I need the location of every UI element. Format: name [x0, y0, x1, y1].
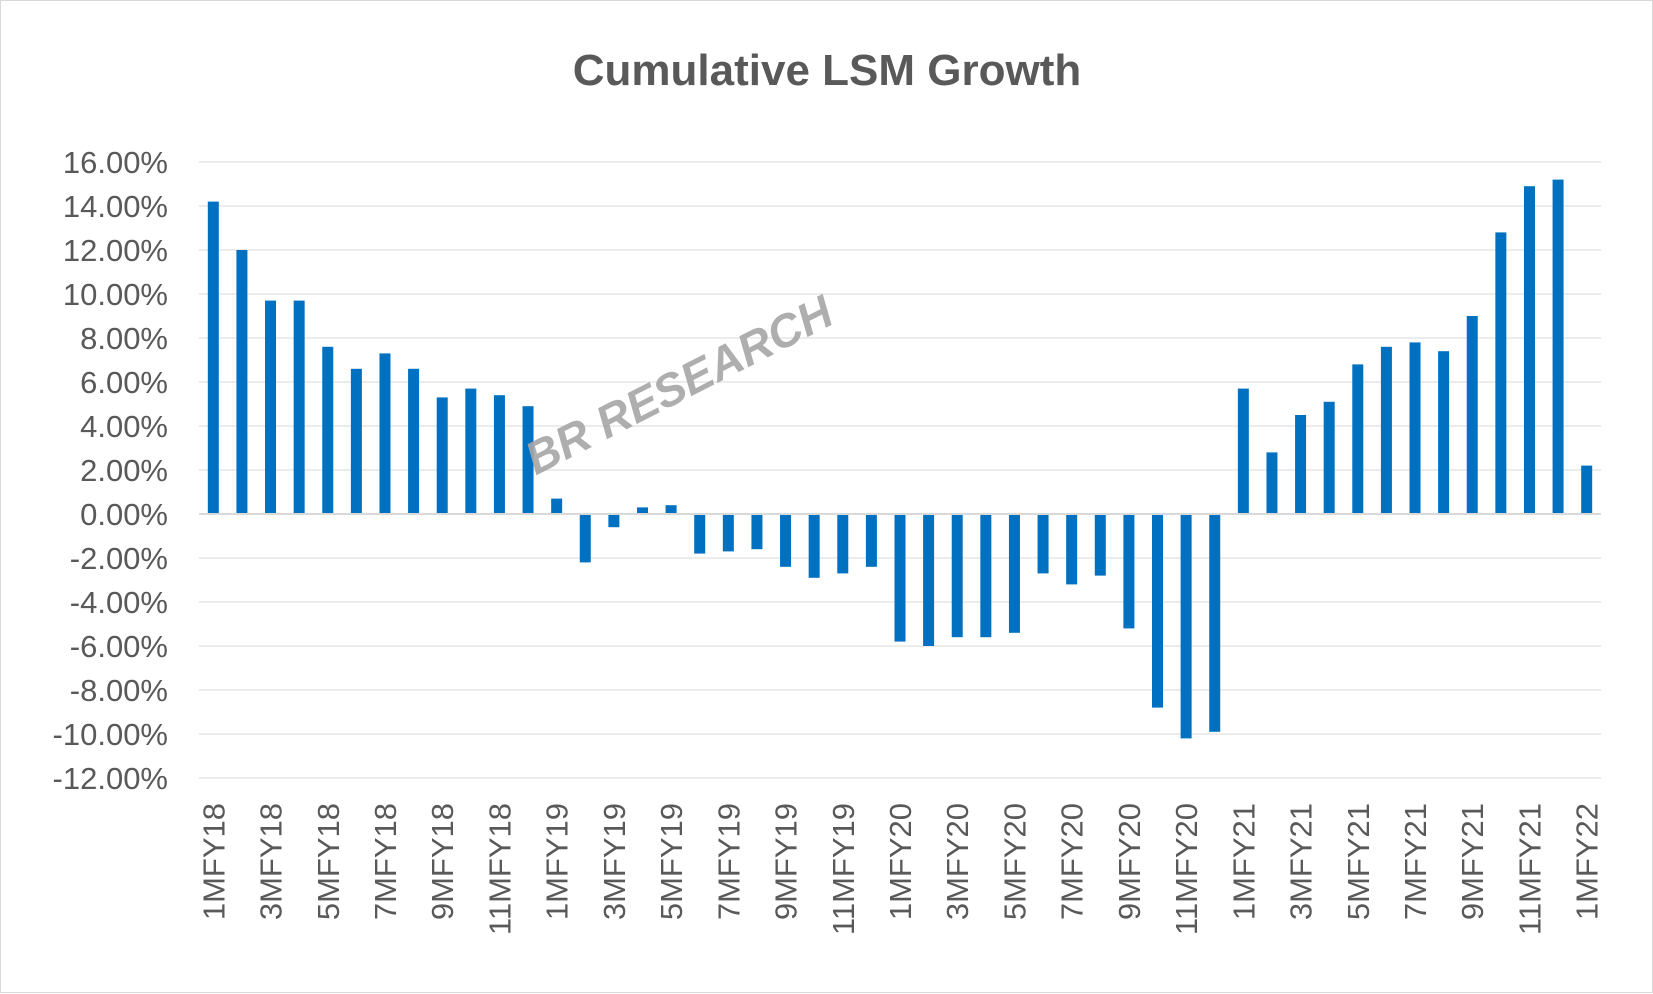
y-tick-label: 6.00%: [80, 365, 168, 400]
bar-11MFY21: [1523, 186, 1535, 514]
x-tick-label: 11MFY21: [1512, 803, 1547, 935]
bar-9MFY19: [780, 514, 792, 567]
y-tick-label: 8.00%: [80, 321, 168, 356]
bar-10MFY21: [1495, 232, 1507, 514]
bar-9MFY18: [436, 397, 448, 514]
chart-title: Cumulative LSM Growth: [573, 46, 1081, 95]
bar-4MFY20: [980, 514, 992, 638]
x-tick-label: 1MFY21: [1226, 803, 1261, 920]
y-tick-label: 0.00%: [80, 497, 168, 532]
x-tick-label: 1MFY18: [196, 803, 231, 920]
x-tick-label: 1MFY19: [540, 803, 575, 920]
bar-12MFY20: [1209, 514, 1221, 732]
y-tick-label: 10.00%: [63, 277, 168, 312]
x-tick-label: 5MFY19: [654, 803, 689, 920]
y-tick-label: -8.00%: [70, 673, 168, 708]
bar-2MFY19: [579, 514, 591, 563]
bar-6MFY18: [350, 368, 362, 514]
y-tick-label: 2.00%: [80, 453, 168, 488]
bar-3MFY20: [951, 514, 963, 638]
bar-5MFY18: [322, 346, 334, 514]
bar-1MFY21: [1237, 388, 1249, 514]
x-tick-label: 3MFY19: [597, 803, 632, 920]
bar-8MFY21: [1438, 351, 1450, 514]
x-tick-label: 5MFY20: [997, 803, 1032, 920]
x-tick-label: 7MFY18: [368, 803, 403, 920]
x-tick-label: 5MFY18: [311, 803, 346, 920]
y-axis-tick-labels: 16.00% 14.00% 12.00% 10.00% 8.00% 6.00% 4.00% 2…: [53, 145, 168, 796]
bar-3MFY19: [608, 514, 620, 528]
watermark-text: BR RESEARCH: [517, 285, 842, 485]
x-tick-label: 9MFY18: [425, 803, 460, 920]
bar-7MFY20: [1066, 514, 1078, 585]
bar-11MFY19: [837, 514, 849, 574]
y-tick-label: 12.00%: [63, 233, 168, 268]
bar-6MFY19: [694, 514, 706, 554]
bar-10MFY18: [465, 388, 477, 514]
bar-3MFY18: [265, 300, 277, 514]
bar-7MFY18: [379, 353, 391, 514]
bar-7MFY19: [722, 514, 734, 552]
x-tick-label: 7MFY21: [1398, 803, 1433, 920]
x-tick-label: 9MFY20: [1112, 803, 1147, 920]
bar-1MFY18: [207, 201, 219, 514]
y-tick-label: -12.00%: [53, 761, 168, 796]
x-tick-label: 3MFY21: [1284, 803, 1319, 920]
bar-10MFY19: [808, 514, 820, 578]
bar-7MFY21: [1409, 342, 1421, 514]
y-tick-label: -4.00%: [70, 585, 168, 620]
x-tick-label: 3MFY20: [940, 803, 975, 920]
bar-series: [207, 179, 1593, 739]
bar-4MFY18: [293, 300, 305, 514]
x-tick-label: 9MFY21: [1455, 803, 1490, 920]
bar-8MFY19: [751, 514, 763, 550]
bar-11MFY20: [1180, 514, 1192, 739]
x-tick-label: 9MFY19: [769, 803, 804, 920]
grid-layer: [199, 161, 1601, 779]
x-tick-label: 5MFY21: [1341, 803, 1376, 920]
bar-8MFY20: [1094, 514, 1106, 576]
bar-4MFY21: [1323, 401, 1335, 514]
bar-5MFY21: [1352, 364, 1364, 514]
y-tick-label: -2.00%: [70, 541, 168, 576]
bar-8MFY18: [408, 368, 420, 514]
bar-9MFY20: [1123, 514, 1135, 629]
x-tick-label: 1MFY22: [1570, 803, 1605, 920]
bar-1MFY19: [551, 498, 563, 514]
x-tick-label: 1MFY20: [883, 803, 918, 920]
y-tick-label: 16.00%: [63, 145, 168, 180]
bar-12MFY21: [1552, 179, 1564, 514]
bar-6MFY21: [1380, 346, 1392, 514]
y-tick-label: -10.00%: [53, 717, 168, 752]
bar-1MFY20: [894, 514, 906, 642]
bar-4MFY19: [636, 507, 648, 514]
bar-1MFY22: [1581, 465, 1593, 514]
x-tick-label: 7MFY20: [1055, 803, 1090, 920]
x-tick-label: 11MFY19: [826, 803, 861, 935]
y-tick-label: 4.00%: [80, 409, 168, 444]
bar-2MFY18: [236, 250, 248, 514]
bar-5MFY20: [1008, 514, 1020, 633]
bar-3MFY21: [1295, 415, 1307, 514]
x-tick-label: 7MFY19: [711, 803, 746, 920]
bar-10MFY20: [1152, 514, 1164, 708]
bar-5MFY19: [665, 505, 677, 514]
bar-2MFY20: [923, 514, 935, 646]
bar-6MFY20: [1037, 514, 1049, 574]
y-tick-label: -6.00%: [70, 629, 168, 664]
x-tick-label: 11MFY18: [482, 803, 517, 935]
y-tick-label: 14.00%: [63, 189, 168, 224]
bar-2MFY21: [1266, 452, 1278, 514]
bar-9MFY21: [1466, 316, 1478, 514]
x-tick-label: 3MFY18: [254, 803, 289, 920]
bar-12MFY18: [522, 406, 534, 514]
x-axis-tick-labels: 1MFY18 3MFY18 5MFY18 7MFY18 9MFY18 11MFY18 1MF…: [196, 803, 1604, 935]
bar-12MFY19: [865, 514, 877, 567]
x-tick-label: 11MFY20: [1169, 803, 1204, 935]
bar-11MFY18: [493, 395, 505, 514]
